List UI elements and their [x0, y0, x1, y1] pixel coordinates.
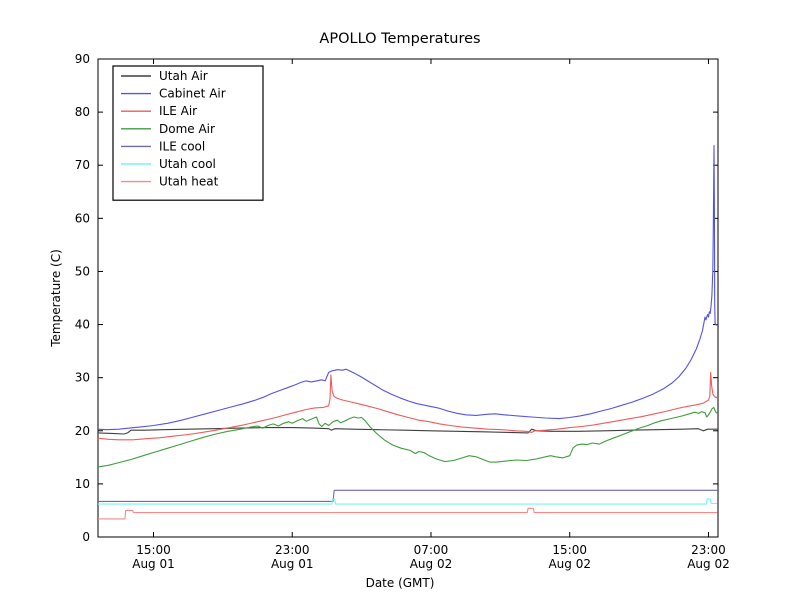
series-line-ile-cool: [98, 489, 718, 502]
plot-border: [97, 58, 719, 538]
legend-box: [112, 65, 264, 201]
legend-label-ile-cool: ILE cool: [159, 139, 205, 153]
series-line-cabinet-air: [97, 145, 718, 431]
y-tick-label: 30: [75, 371, 90, 385]
x-tick-time-label: 15:00: [552, 543, 587, 557]
y-tick-label: 0: [82, 530, 90, 544]
legend-label-utah-heat: Utah heat: [159, 175, 219, 189]
x-axis-label: Date (GMT): [365, 576, 435, 590]
legend-label-cabinet-air: Cabinet Air: [159, 87, 226, 101]
series-line-ile-air: [97, 371, 719, 441]
legend-label-utah-air: Utah Air: [159, 69, 208, 83]
series-line-utah-cool: [98, 498, 718, 505]
y-tick-label: 20: [75, 424, 90, 438]
series-line-utah-heat: [98, 507, 718, 520]
x-tick-time-label: 15:00: [136, 543, 171, 557]
series-line-utah-air: [97, 427, 718, 435]
x-tick-date-label: Aug 02: [410, 557, 453, 571]
x-tick-time-label: 23:00: [691, 543, 726, 557]
legend-label-utah-cool: Utah cool: [159, 157, 216, 171]
x-tick-date-label: Aug 02: [687, 557, 730, 571]
y-tick-label: 90: [75, 52, 90, 66]
x-tick-time-label: 23:00: [275, 543, 310, 557]
y-tick-label: 50: [75, 264, 90, 278]
y-tick-label: 10: [75, 477, 90, 491]
y-tick-label: 60: [75, 211, 90, 225]
x-tick-date-label: Aug 01: [132, 557, 175, 571]
x-tick-date-label: Aug 02: [548, 557, 591, 571]
chart-title: APOLLO Temperatures: [319, 31, 481, 47]
y-tick-label: 70: [75, 158, 90, 172]
series-line-dome-air: [97, 406, 719, 468]
legend-label-ile-air: ILE Air: [159, 104, 197, 118]
legend-label-dome-air: Dome Air: [159, 122, 215, 136]
y-tick-label: 80: [75, 105, 90, 119]
x-tick-time-label: 07:00: [414, 543, 449, 557]
x-tick-date-label: Aug 01: [271, 557, 314, 571]
y-tick-label: 40: [75, 318, 90, 332]
